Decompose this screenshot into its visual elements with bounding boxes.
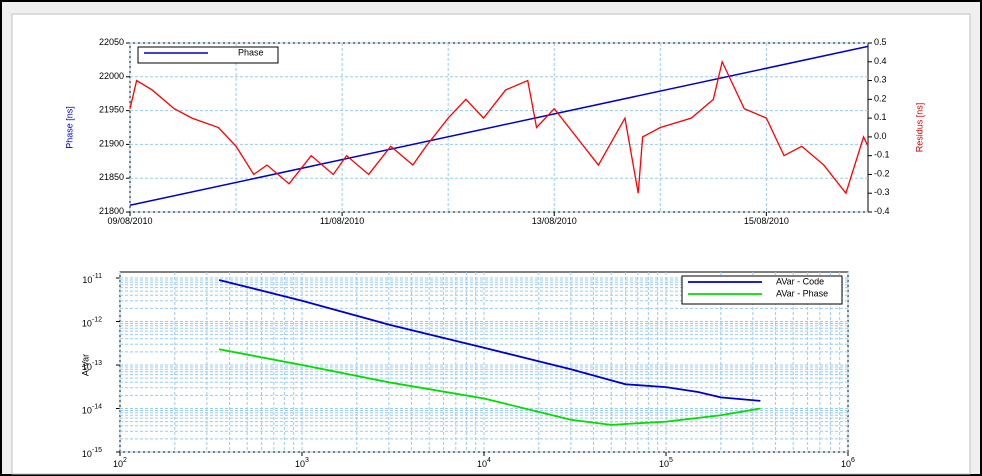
tick-base: 10 [82, 406, 92, 416]
data-line [218, 348, 761, 426]
tick-base: 10 [295, 459, 305, 469]
legend-label: AVar - Phase [776, 288, 828, 298]
tick-base: 11/08/2010 [320, 216, 364, 226]
y-tick-label: 21900 [99, 139, 124, 149]
y-tick-label: 21850 [99, 173, 124, 183]
y-axis-label: A-Var [80, 354, 90, 376]
tick-base: 10 [82, 449, 92, 459]
legend-box [137, 46, 279, 64]
y2-tick-label: 0.4 [874, 56, 887, 66]
x-tick-label: 102 [113, 457, 127, 470]
legend-label: Phase [238, 47, 264, 57]
y2-tick-label: 0.0 [874, 131, 887, 141]
y-tick-label: 10-15 [82, 447, 102, 460]
y2-tick-label: -0.3 [874, 188, 890, 198]
y2-tick-label: 0.5 [874, 37, 887, 47]
tick-base: 21950 [99, 105, 124, 115]
tick-base: 10 [659, 459, 669, 469]
data-line [129, 59, 869, 195]
y2-tick-label: -0.4 [874, 206, 890, 216]
tick-base: 22050 [99, 37, 124, 47]
x-tick-label: 15/08/2010 [744, 216, 789, 226]
tick-base: 0.0 [874, 131, 887, 141]
tick-base: 0.1 [874, 112, 887, 122]
tick-base: 0.5 [874, 37, 887, 47]
tick-base: 0.3 [874, 75, 887, 85]
tick-exponent: 2 [123, 457, 127, 464]
y2-tick-label: 0.2 [874, 94, 887, 104]
y-tick-label: 22000 [99, 71, 124, 81]
tick-exponent: -14 [92, 403, 102, 410]
tick-base: -0.2 [874, 169, 890, 179]
y-tick-label: 10-14 [82, 403, 102, 416]
y2-tick-label: 0.3 [874, 75, 887, 85]
x-tick-label: 13/08/2010 [532, 216, 577, 226]
tick-base: -0.4 [874, 206, 890, 216]
tick-base: -0.3 [874, 188, 890, 198]
plot-area [129, 42, 869, 213]
tick-base: 10 [841, 459, 851, 469]
y-tick-label: 21950 [99, 105, 124, 115]
y2-tick-label: -0.1 [874, 150, 890, 160]
y2-tick-label: -0.2 [874, 169, 890, 179]
tick-base: 13/08/2010 [532, 216, 577, 226]
y-tick-label: 22050 [99, 37, 124, 47]
y-axis-label: Phase [ns] [64, 106, 74, 149]
x-tick-label: 105 [659, 457, 673, 470]
tick-base: 21850 [99, 173, 124, 183]
tick-base: 10 [82, 275, 92, 285]
tick-exponent: -13 [92, 360, 102, 367]
legend-box [681, 275, 843, 305]
tick-base: 0.4 [874, 56, 887, 66]
x-tick-label: 09/08/2010 [107, 216, 152, 226]
x-tick-label: 11/08/2010 [320, 216, 364, 226]
tick-base: 22000 [99, 71, 124, 81]
x-tick-label: 104 [477, 457, 491, 470]
y-tick-label: 10-11 [82, 273, 102, 286]
tick-base: 09/08/2010 [107, 216, 152, 226]
tick-base: 10 [82, 362, 92, 372]
tick-exponent: -12 [92, 316, 102, 323]
x-tick-label: 103 [295, 457, 309, 470]
tick-base: 21800 [99, 206, 124, 216]
tick-exponent: -15 [92, 447, 102, 454]
tick-base: 15/08/2010 [744, 216, 789, 226]
data-line [218, 279, 761, 402]
legend-label: AVar - Code [776, 276, 824, 286]
tick-base: -0.1 [874, 150, 890, 160]
tick-exponent: 6 [851, 457, 855, 464]
y2-axis-label: Residus [ns] [914, 103, 924, 153]
y-tick-label: 10-12 [82, 316, 102, 329]
tick-exponent: 4 [487, 457, 491, 464]
y-tick-label: 21800 [99, 206, 124, 216]
data-line [129, 45, 869, 206]
tick-exponent: 5 [669, 457, 673, 464]
tick-exponent: -11 [92, 273, 102, 280]
y-tick-label: 10-13 [82, 360, 102, 373]
x-tick-label: 106 [841, 457, 855, 470]
tick-base: 0.2 [874, 94, 887, 104]
y2-tick-label: 0.1 [874, 112, 887, 122]
tick-base: 10 [82, 319, 92, 329]
tick-base: 21900 [99, 139, 124, 149]
tick-base: 10 [477, 459, 487, 469]
tick-base: 10 [113, 459, 123, 469]
tick-exponent: 3 [305, 457, 309, 464]
